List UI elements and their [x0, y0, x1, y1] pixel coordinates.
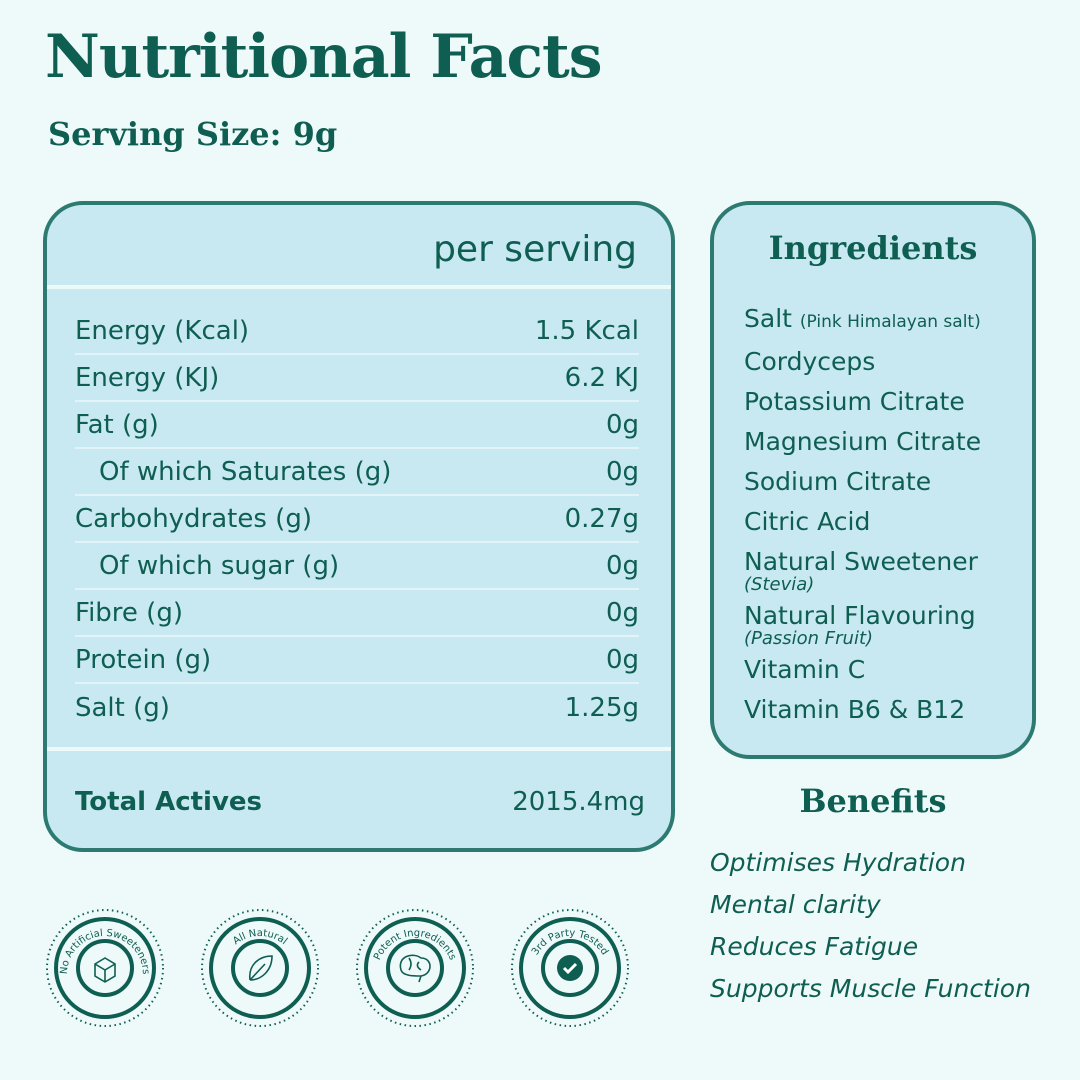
badge-ring — [364, 917, 466, 1019]
row-label: Of which Saturates (g) — [99, 456, 392, 487]
column-header: per serving — [433, 229, 637, 270]
ingredient: Magnesium Citrate — [744, 422, 1034, 462]
row-label: Energy (Kcal) — [75, 315, 250, 346]
ingredient-name: Vitamin C — [744, 655, 866, 684]
badge-label: All Natural — [231, 928, 289, 947]
row-value: 1.5 Kcal — [534, 315, 639, 346]
row-value: 0g — [605, 456, 639, 487]
badge-dots — [356, 909, 474, 1027]
badge: All Natural — [201, 909, 319, 1027]
ingredient-name: Natural Sweetener — [744, 547, 978, 576]
nutrition-row: Protein (g) 0g — [75, 637, 639, 684]
ingredient: Vitamin B6 & B12 — [744, 690, 1034, 730]
badge-inner — [386, 939, 444, 997]
row-value: 0g — [605, 644, 639, 675]
row-value: 0g — [605, 409, 639, 440]
badge: No Artificial Sweeteners — [46, 909, 164, 1027]
separator — [47, 285, 671, 289]
ingredient-note: (Passion Fruit) — [744, 628, 874, 649]
ingredient-name: Salt — [744, 304, 792, 333]
row-label: Carbohydrates (g) — [75, 503, 312, 534]
badge-dots — [511, 909, 629, 1027]
ingredient-name: Sodium Citrate — [744, 467, 932, 496]
row-value: 0g — [605, 597, 639, 628]
total-label: Total Actives — [75, 787, 263, 817]
row-label: Salt (g) — [75, 692, 170, 723]
badge-inner — [231, 939, 289, 997]
serving-size: Serving Size: 9g — [48, 115, 338, 153]
row-label: Energy (KJ) — [75, 362, 220, 393]
badge-inner — [76, 939, 134, 997]
badge-label: Potent Ingredients — [372, 928, 458, 962]
badge-label: No Artificial Sweeteners — [59, 928, 151, 975]
badge-icon — [94, 957, 116, 983]
ingredient: Vitamin C — [744, 650, 1034, 690]
ingredient-name: Potassium Citrate — [744, 387, 965, 416]
ingredient-note: (Stevia) — [744, 574, 815, 595]
ingredient: Citric Acid — [744, 502, 1034, 542]
ingredient-name: Citric Acid — [744, 507, 871, 536]
nutrition-row: Energy (KJ) 6.2 KJ — [75, 355, 639, 402]
nutrition-row: Energy (Kcal) 1.5 Kcal — [75, 308, 639, 355]
row-label: Protein (g) — [75, 644, 212, 675]
ingredient: Salt (Pink Himalayan salt) — [744, 299, 1034, 342]
badge-check — [562, 962, 578, 975]
ingredient-name: Natural Flavouring — [744, 601, 976, 630]
ingredient: Sodium Citrate — [744, 462, 1034, 502]
rows: Energy (Kcal) 1.5 Kcal Energy (KJ) 6.2 KJ Fa… — [47, 308, 671, 748]
badge-ring — [54, 917, 156, 1019]
benefits-list: Optimises Hydration Mental clarity Reduces… — [710, 842, 1031, 1010]
ingredient: Natural Flavouring — [744, 596, 1034, 636]
badge-icon — [399, 954, 431, 983]
row-label: Of which sugar (g) — [99, 550, 340, 581]
nutrition-table: per serving Energy (Kcal) 1.5 Kcal Energy … — [43, 201, 675, 852]
badge-ring — [209, 917, 311, 1019]
badge-dots — [46, 909, 164, 1027]
ingredient: Natural Sweetener — [744, 542, 1034, 582]
ingredients-list: Salt (Pink Himalayan salt) Cordyceps Potas… — [744, 299, 1034, 730]
row-label: Fat (g) — [75, 409, 159, 440]
ingredient: Potassium Citrate — [744, 382, 1034, 422]
nutrition-row: Salt (g) 1.25g — [75, 684, 639, 731]
ingredients-box: Ingredients Salt (Pink Himalayan salt) Co… — [710, 201, 1036, 759]
benefit: Supports Muscle Function — [710, 974, 1031, 1003]
nutrition-row: Fibre (g) 0g — [75, 590, 639, 637]
badge: Potent Ingredients — [356, 909, 474, 1027]
ingredient-name: Cordyceps — [744, 347, 876, 376]
benefit: Reduces Fatigue — [710, 932, 919, 961]
nutrition-row: Of which sugar (g) 0g — [75, 543, 639, 590]
badge-ring — [519, 917, 621, 1019]
row-value: 1.25g — [564, 692, 639, 723]
ingredients-title: Ingredients — [768, 229, 978, 267]
badge-label-text: Potent Ingredients — [372, 928, 458, 962]
badges: No Artificial Sweeteners All Natural Poten… — [46, 909, 629, 1027]
total-value: 2015.4mg — [512, 787, 645, 817]
badge: 3rd Party Tested — [511, 909, 629, 1027]
row-label: Fibre (g) — [75, 597, 183, 628]
row-value: 0g — [605, 550, 639, 581]
badge-icon — [249, 955, 273, 981]
separator — [47, 747, 671, 751]
badge-label-text: All Natural — [231, 928, 289, 947]
nutrition-row: Carbohydrates (g) 0.27g — [75, 496, 639, 543]
ingredient-name: Vitamin B6 & B12 — [744, 695, 966, 724]
row-value: 0.27g — [564, 503, 639, 534]
ingredient: Cordyceps — [744, 342, 1034, 382]
nutrition-row: Fat (g) 0g — [75, 402, 639, 449]
benefit: Mental clarity — [710, 890, 881, 919]
badge-dots — [201, 909, 319, 1027]
badge-label-text: No Artificial Sweeteners — [59, 928, 151, 975]
title: Nutritional Facts — [45, 22, 603, 92]
benefit: Optimises Hydration — [710, 848, 966, 877]
ingredient-detail: (Pink Himalayan salt) — [799, 312, 981, 332]
ingredient-name: Magnesium Citrate — [744, 427, 982, 456]
row-value: 6.2 KJ — [564, 362, 639, 393]
total-row: Total Actives 2015.4mg — [75, 787, 645, 817]
benefits-title: Benefits — [799, 782, 947, 820]
nutrition-row: Of which Saturates (g) 0g — [75, 449, 639, 496]
badge-inner — [541, 939, 599, 997]
